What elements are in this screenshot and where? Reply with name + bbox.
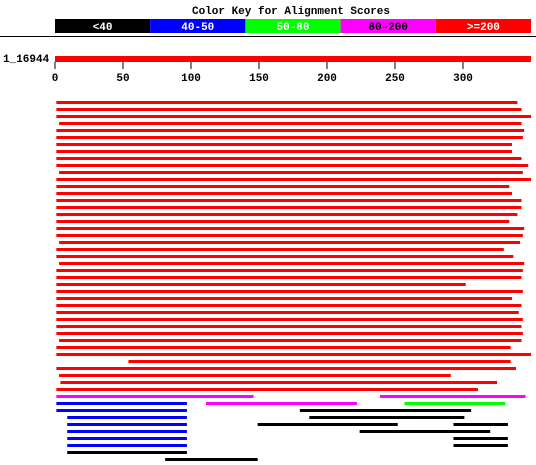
hit-bar bbox=[56, 213, 518, 216]
query-bar bbox=[55, 56, 531, 62]
hit-bar bbox=[128, 360, 511, 363]
key-swatch bbox=[245, 19, 341, 33]
x-tick-label: 300 bbox=[453, 73, 473, 85]
chart-title: Color Key for Alignment Scores bbox=[192, 6, 390, 18]
key-label: 80-200 bbox=[368, 22, 408, 34]
hit-bar bbox=[56, 283, 466, 286]
hit-bar bbox=[56, 157, 522, 160]
hit-bar bbox=[59, 374, 451, 377]
hit-bar bbox=[56, 395, 254, 398]
hit-bar bbox=[56, 178, 532, 181]
hit-bar bbox=[56, 234, 523, 237]
hit-bar bbox=[56, 129, 525, 132]
hit-bar bbox=[56, 409, 187, 412]
x-tick-label: 200 bbox=[317, 73, 337, 85]
hit-bar bbox=[56, 227, 525, 230]
hit-bar bbox=[56, 192, 512, 195]
hit-bar bbox=[56, 311, 519, 314]
hit-bar bbox=[56, 150, 512, 153]
hit-bar bbox=[67, 416, 187, 419]
hit-bar bbox=[56, 185, 510, 188]
key-label: <40 bbox=[93, 22, 113, 34]
hit-bar bbox=[56, 367, 517, 370]
x-tick-label: 50 bbox=[116, 73, 129, 85]
hit-bar bbox=[56, 269, 523, 272]
query-label: 1_16944 bbox=[3, 54, 50, 66]
hit-bar bbox=[56, 332, 523, 335]
hit-bar bbox=[59, 122, 522, 125]
hit-bar bbox=[59, 339, 522, 342]
hit-bar bbox=[380, 395, 526, 398]
hit-bar bbox=[56, 101, 518, 104]
key-label: >=200 bbox=[467, 22, 500, 34]
hit-bar bbox=[453, 437, 508, 440]
hit-bar bbox=[56, 143, 512, 146]
hit-bar bbox=[56, 325, 522, 328]
hit-bar bbox=[56, 276, 522, 279]
hit-bar bbox=[309, 416, 465, 419]
hit-bar bbox=[56, 248, 504, 251]
key-swatch bbox=[340, 19, 436, 33]
hit-bar bbox=[56, 318, 523, 321]
hit-bar bbox=[56, 353, 532, 356]
hit-bar bbox=[59, 171, 523, 174]
x-tick-label: 250 bbox=[385, 73, 405, 85]
x-tick-label: 100 bbox=[181, 73, 201, 85]
hit-bar bbox=[453, 444, 508, 447]
key-swatch bbox=[150, 19, 246, 33]
key-label: 50-80 bbox=[276, 22, 309, 34]
hit-bar bbox=[404, 402, 506, 405]
hit-bar bbox=[56, 297, 512, 300]
hit-bar bbox=[59, 241, 521, 244]
hit-bar bbox=[60, 381, 497, 384]
hit-bar bbox=[56, 108, 522, 111]
hit-bar bbox=[67, 437, 187, 440]
hit-bar bbox=[67, 444, 187, 447]
hit-bar bbox=[257, 423, 398, 426]
x-tick-label: 0 bbox=[52, 73, 59, 85]
hit-bar bbox=[299, 409, 472, 412]
hit-bar bbox=[67, 423, 187, 426]
key-swatch bbox=[55, 19, 151, 33]
hit-bar bbox=[56, 115, 532, 118]
hit-bar bbox=[359, 430, 491, 433]
hit-bar bbox=[56, 388, 478, 391]
hit-bar bbox=[56, 402, 187, 405]
hit-bar bbox=[67, 430, 187, 433]
hit-bar bbox=[56, 255, 514, 258]
hit-bar bbox=[165, 458, 258, 461]
hit-bar bbox=[56, 220, 510, 223]
x-tick-label: 150 bbox=[249, 73, 269, 85]
key-swatch bbox=[435, 19, 531, 33]
key-label: 40-50 bbox=[181, 22, 214, 34]
hit-bar bbox=[56, 199, 522, 202]
hit-bar bbox=[56, 346, 511, 349]
hit-bar bbox=[59, 262, 525, 265]
hit-bar bbox=[453, 423, 508, 426]
hit-bar bbox=[56, 206, 522, 209]
hit-bar bbox=[205, 402, 357, 405]
hit-bar bbox=[56, 290, 523, 293]
hit-bar bbox=[56, 136, 523, 139]
hit-bar bbox=[56, 164, 529, 167]
hit-bar bbox=[67, 451, 187, 454]
hit-bar bbox=[56, 304, 522, 307]
